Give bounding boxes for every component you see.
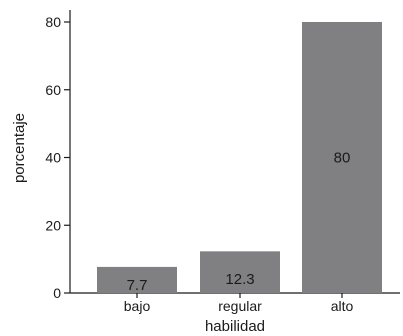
bar-alto	[302, 22, 382, 293]
y-axis-title: porcentaje	[11, 113, 28, 183]
x-axis-title: habilidad	[205, 318, 265, 335]
y-tick-label: 40	[45, 150, 61, 166]
y-tick-label: 20	[45, 217, 61, 233]
plot-area: 0 20 40 60 80 7.7 12.3 80 bajo regular alto	[45, 10, 400, 314]
data-label-bajo: 7.7	[127, 277, 148, 294]
x-tick-label: alto	[331, 298, 354, 314]
y-axis-ticks: 0 20 40 60 80	[45, 14, 70, 301]
x-axis-ticks: bajo regular alto	[124, 293, 354, 314]
data-label-regular: 12.3	[225, 271, 254, 288]
y-tick-label: 60	[45, 82, 61, 98]
bars: 7.7 12.3 80	[97, 22, 382, 294]
x-tick-label: bajo	[124, 298, 151, 314]
bar-regular	[200, 251, 280, 293]
bar-bajo	[97, 266, 177, 293]
x-tick-label: regular	[218, 298, 262, 314]
y-tick-label: 80	[45, 14, 61, 30]
y-tick-label: 0	[53, 285, 61, 301]
data-label-alto: 80	[334, 150, 351, 167]
